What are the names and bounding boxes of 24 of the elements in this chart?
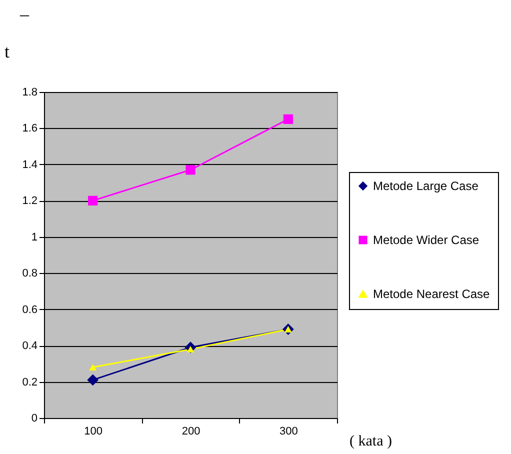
y-tick-label: 0.4 xyxy=(22,340,38,352)
y-tick-label: 1.6 xyxy=(22,122,38,135)
x-tick-label: 300 xyxy=(279,426,298,438)
point xyxy=(283,114,293,124)
x-tick-label: 200 xyxy=(182,426,200,438)
legend-label: Metode Wider Case xyxy=(373,233,480,247)
point xyxy=(88,196,98,206)
chart-title: – xyxy=(19,4,30,24)
y-tick-label: 0.2 xyxy=(22,376,38,388)
x-tick-label: 100 xyxy=(84,426,103,438)
y-tick-label: 1.2 xyxy=(22,195,38,208)
y-axis-title: t xyxy=(4,42,10,62)
y-tick-label: 1.8 xyxy=(22,86,38,98)
point xyxy=(89,364,97,370)
y-tick-label: 0.6 xyxy=(22,304,38,316)
x-axis-title: ( kata ) xyxy=(350,434,392,450)
point xyxy=(87,374,99,386)
y-tick-label: 1.4 xyxy=(22,158,38,171)
y-tick-label: 0 xyxy=(31,412,38,424)
legend-label: Metode Nearest Case xyxy=(373,287,490,301)
y-tick-label: 1 xyxy=(31,231,38,244)
point xyxy=(186,165,196,175)
y-tick-label: 0.8 xyxy=(22,268,38,280)
legend-label: Metode Large Case xyxy=(373,179,479,193)
